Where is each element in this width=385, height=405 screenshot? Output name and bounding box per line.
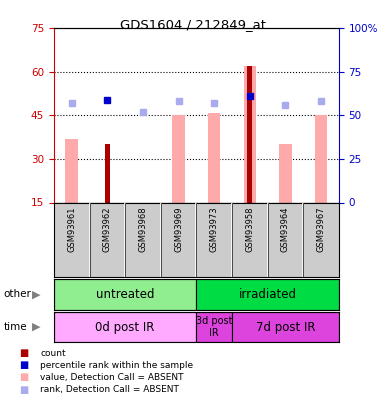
Bar [196, 312, 232, 342]
Text: percentile rank within the sample: percentile rank within the sample [40, 361, 194, 370]
Text: other: other [4, 290, 32, 299]
Bar [315, 115, 327, 202]
Bar [232, 312, 339, 342]
Text: GSM93968: GSM93968 [139, 206, 147, 252]
Text: ■: ■ [19, 360, 28, 370]
Text: GSM93961: GSM93961 [67, 206, 76, 252]
Text: ▶: ▶ [32, 290, 41, 299]
Text: GSM93964: GSM93964 [281, 206, 290, 252]
Text: GSM93967: GSM93967 [316, 206, 325, 252]
Bar [65, 139, 78, 202]
Text: GSM93958: GSM93958 [245, 206, 254, 252]
Text: GSM93969: GSM93969 [174, 206, 183, 252]
Text: GSM93962: GSM93962 [103, 206, 112, 252]
Text: irradiated: irradiated [239, 288, 296, 301]
Bar [196, 279, 339, 310]
Text: ■: ■ [19, 385, 28, 394]
Text: ▶: ▶ [32, 322, 41, 332]
Text: time: time [4, 322, 27, 332]
Text: 7d post IR: 7d post IR [256, 320, 315, 334]
Text: ■: ■ [19, 373, 28, 382]
Bar [105, 145, 110, 202]
Bar [279, 145, 291, 202]
Text: value, Detection Call = ABSENT: value, Detection Call = ABSENT [40, 373, 184, 382]
Text: GDS1604 / 212849_at: GDS1604 / 212849_at [119, 18, 266, 31]
Bar [172, 115, 185, 202]
Text: 0d post IR: 0d post IR [95, 320, 155, 334]
Bar [244, 66, 256, 202]
Bar [247, 66, 253, 202]
Bar [54, 312, 196, 342]
Bar [54, 279, 196, 310]
Text: untreated: untreated [96, 288, 154, 301]
Text: GSM93973: GSM93973 [210, 206, 219, 252]
Text: count: count [40, 349, 66, 358]
Text: 3d post
IR: 3d post IR [196, 316, 233, 338]
Bar [208, 113, 220, 202]
Text: ■: ■ [19, 348, 28, 358]
Text: rank, Detection Call = ABSENT: rank, Detection Call = ABSENT [40, 385, 179, 394]
